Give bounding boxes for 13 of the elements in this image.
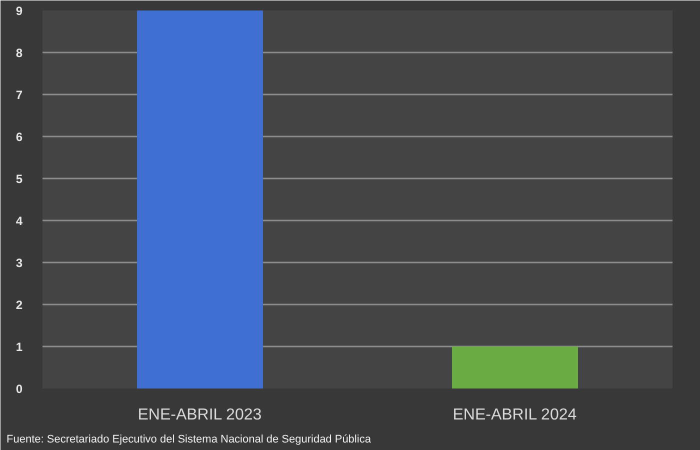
y-tick-label: 6 [16, 130, 23, 144]
x-tick-label: ENE-ABRIL 2023 [138, 406, 262, 424]
x-tick-label: ENE-ABRIL 2024 [452, 406, 577, 424]
y-tick-label: 2 [16, 298, 23, 312]
y-tick-label: 7 [16, 88, 23, 102]
y-tick-label: 8 [16, 46, 23, 60]
y-tick-label: 1 [16, 340, 23, 354]
y-tick-label: 0 [16, 382, 23, 396]
y-tick-label: 4 [16, 214, 23, 228]
y-tick-label: 9 [16, 4, 23, 18]
source-note: Fuente: Secretariado Ejecutivo del Sistema Nacional de Seguridad Pública [6, 434, 372, 446]
y-tick-label: 5 [16, 172, 23, 186]
y-tick-label: 3 [16, 256, 23, 270]
